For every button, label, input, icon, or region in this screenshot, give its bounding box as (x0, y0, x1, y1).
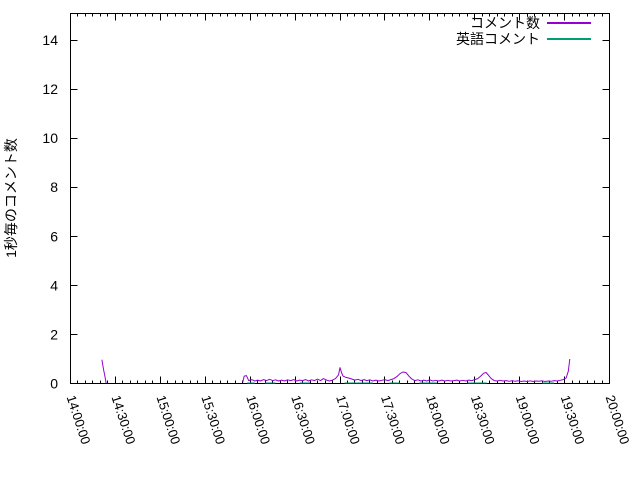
x-tick-label: 18:00:00 (423, 393, 453, 446)
legend-label: コメント数 (470, 15, 540, 31)
y-tick-label: 2 (50, 326, 58, 342)
x-tick-label: 17:00:00 (333, 393, 363, 446)
x-tick-label: 16:00:00 (243, 393, 273, 446)
x-tick-label: 14:30:00 (109, 393, 139, 446)
legend: コメント数 英語コメント (456, 15, 591, 47)
y-tick-label: 10 (42, 130, 58, 146)
legend-item: 英語コメント (456, 31, 591, 47)
y-tick-label: 8 (50, 179, 58, 195)
y-tick-label: 4 (50, 277, 58, 293)
series-line-コメント数 (101, 359, 107, 384)
legend-line-sample (547, 38, 591, 40)
x-tick-label: 16:30:00 (288, 393, 318, 446)
y-tick-label: 6 (50, 228, 58, 244)
x-tick-label: 15:00:00 (153, 393, 183, 446)
x-tick-label: 19:00:00 (513, 393, 543, 446)
x-tick-label: 19:30:00 (558, 393, 588, 446)
x-tick-label: 20:00:00 (603, 393, 633, 446)
y-tick-label: 14 (42, 32, 58, 48)
x-tick-label: 15:30:00 (198, 393, 228, 446)
legend-label: 英語コメント (456, 31, 540, 47)
series-line-コメント数 (242, 358, 571, 383)
y-axis-title: 1秒毎のコメント数 (3, 138, 19, 258)
legend-line-sample (547, 22, 591, 24)
y-tick-label: 0 (50, 376, 58, 392)
x-tick-label: 18:30:00 (468, 393, 498, 446)
y-tick-label: 12 (42, 81, 58, 97)
x-tick-label: 14:00:00 (64, 393, 94, 446)
plot-border (70, 13, 610, 384)
legend-item: コメント数 (456, 15, 591, 31)
x-tick-label: 17:30:00 (378, 393, 408, 446)
